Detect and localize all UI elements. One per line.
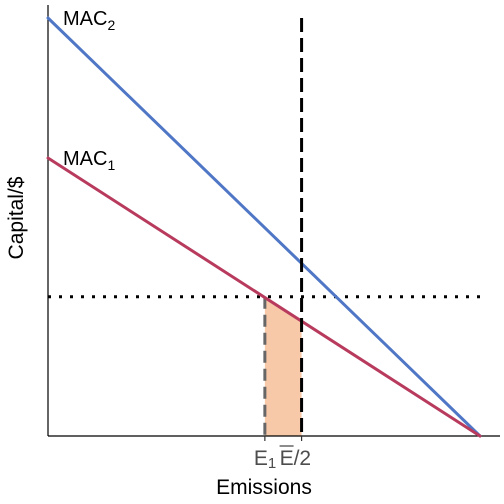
y-axis-label: Capital/$ — [5, 176, 28, 259]
series-label-subscript: 1 — [107, 157, 115, 173]
shaded-area — [264, 297, 302, 436]
x-tick-label-cap: E/2 — [280, 447, 312, 470]
plot-area: MAC2 MAC1 E1 E/2 — [46, 5, 500, 472]
series-label-mac1: MAC1 — [63, 148, 115, 173]
x-axis-label: Emissions — [216, 476, 312, 499]
x-tick-label-e1-subscript: 1 — [268, 455, 276, 472]
series-line-mac1 — [46, 156, 482, 438]
x-tick-label-e1: E1 — [254, 447, 276, 472]
series-line-mac2 — [46, 16, 482, 438]
series-label-mac2: MAC2 — [63, 8, 115, 33]
series-label-subscript: 2 — [107, 17, 115, 33]
